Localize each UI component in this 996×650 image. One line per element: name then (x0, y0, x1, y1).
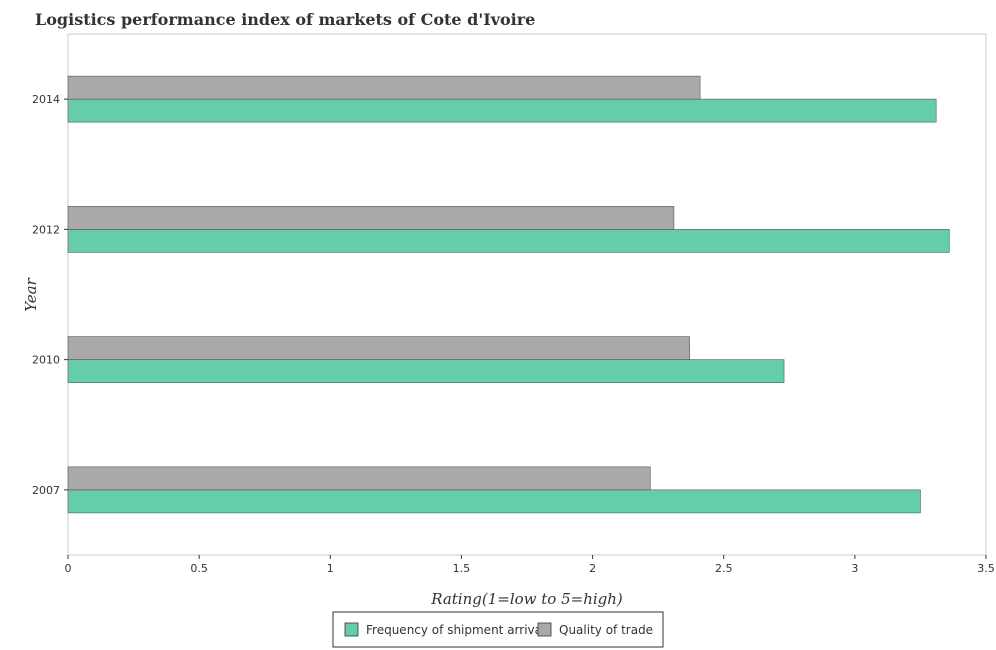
x-tick-label-2: 1 (327, 562, 334, 575)
x-tick-label-7: 3.5 (977, 562, 995, 575)
bar-quality-2010 (67, 336, 690, 360)
bar-quality-2007 (67, 466, 651, 491)
x-tick-label-6: 3 (851, 562, 858, 575)
x-tick-label-1: 0.5 (190, 562, 208, 575)
bar-quality-2012 (67, 206, 675, 230)
y-tick-label-2007: 2007 (32, 484, 60, 497)
x-axis: 0 0.5 1 1.5 2 2.5 3 3.5 (65, 555, 995, 575)
bar-frequency-2012 (67, 229, 950, 253)
bars-group (67, 75, 950, 514)
x-tick-label-5: 2.5 (715, 562, 733, 575)
x-axis-label: Rating(1=low to 5=high) (430, 590, 623, 608)
y-tick-label-2012: 2012 (32, 223, 60, 236)
legend: Frequency of shipment arrival Quality of… (332, 611, 664, 648)
legend-swatch-frequency (344, 622, 359, 637)
chart-title: Logistics performance index of markets o… (35, 10, 535, 29)
y-tick-label-2014: 2014 (32, 93, 60, 106)
x-tick-label-4: 2 (589, 562, 596, 575)
bar-quality-2014 (67, 75, 701, 100)
bar-frequency-2007 (67, 489, 921, 514)
legend-box (332, 611, 664, 648)
y-axis-label: Year (22, 277, 40, 311)
x-tick-label-3: 1.5 (453, 562, 471, 575)
legend-swatch-quality (537, 622, 552, 637)
legend-label-quality: Quality of trade (559, 623, 653, 637)
legend-label-frequency: Frequency of shipment arrival (366, 623, 545, 637)
y-axis: 2007 2010 2012 2014 (32, 93, 68, 497)
bar-frequency-2014 (67, 98, 937, 123)
x-tick-label-0: 0 (65, 562, 72, 575)
y-tick-label-2010: 2010 (32, 354, 60, 367)
bar-frequency-2010 (67, 359, 785, 383)
